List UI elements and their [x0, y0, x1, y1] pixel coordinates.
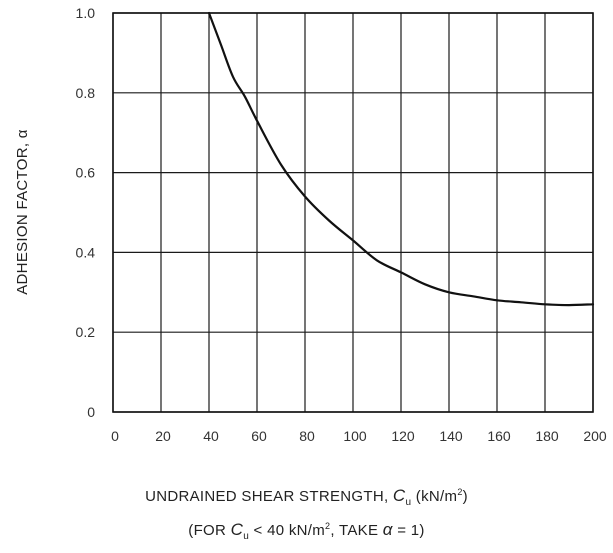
y-tick-label-1: 0.2: [76, 324, 96, 340]
note-alpha: α: [382, 520, 393, 539]
y-tick-label-0: 0: [87, 404, 95, 420]
x-axis-label-subscript: u: [405, 497, 412, 508]
note-symbol: C: [230, 520, 244, 539]
x-tick-label-120: 120: [391, 428, 415, 444]
y-tick-label-5: 1.0: [76, 5, 96, 21]
note-take: , TAKE: [330, 522, 383, 539]
y-tick-labels: 0 0.2 0.4 0.6 0.8 1.0: [76, 5, 96, 420]
x-axis-label: UNDRAINED SHEAR STRENGTH, Cu (kN/m2): [0, 486, 613, 508]
y-axis-label: ADHESION FACTOR, α: [14, 129, 31, 295]
y-tick-label-2: 0.4: [76, 244, 96, 260]
x-tick-label-40: 40: [203, 428, 219, 444]
note-subscript: u: [243, 531, 250, 542]
note-end: = 1): [392, 522, 425, 539]
y-tick-label-4: 0.8: [76, 85, 96, 101]
x-axis-label-units: (kN/m: [411, 488, 458, 505]
x-tick-label-180: 180: [535, 428, 559, 444]
x-axis-label-prefix: UNDRAINED SHEAR STRENGTH,: [145, 488, 393, 505]
x-tick-label-200: 200: [583, 428, 607, 444]
note-exponent: 2: [325, 521, 331, 531]
x-tick-label-100: 100: [343, 428, 367, 444]
chart-note: (FOR Cu < 40 kN/m2, TAKE α = 1): [0, 520, 613, 542]
x-axis-label-exponent: 2: [457, 487, 463, 497]
x-tick-label-60: 60: [251, 428, 267, 444]
x-tick-labels: 0 20 40 60 80 100 120 140 160 180 200: [111, 428, 607, 444]
adhesion-curve-0: [207, 11, 595, 307]
x-axis-label-close: ): [462, 488, 468, 505]
series-layer: [207, 11, 595, 307]
x-axis-label-symbol: C: [392, 486, 406, 505]
x-tick-label-0: 0: [111, 428, 119, 444]
note-middle: < 40 kN/m: [249, 522, 326, 539]
x-tick-label-140: 140: [439, 428, 463, 444]
note-open: (FOR: [188, 522, 231, 539]
grid-lines: [112, 12, 594, 413]
x-tick-label-160: 160: [487, 428, 511, 444]
plot-border: [112, 12, 594, 413]
x-tick-label-20: 20: [155, 428, 171, 444]
x-tick-label-80: 80: [299, 428, 315, 444]
plot-frame: [112, 12, 594, 413]
y-tick-label-3: 0.6: [76, 165, 96, 181]
